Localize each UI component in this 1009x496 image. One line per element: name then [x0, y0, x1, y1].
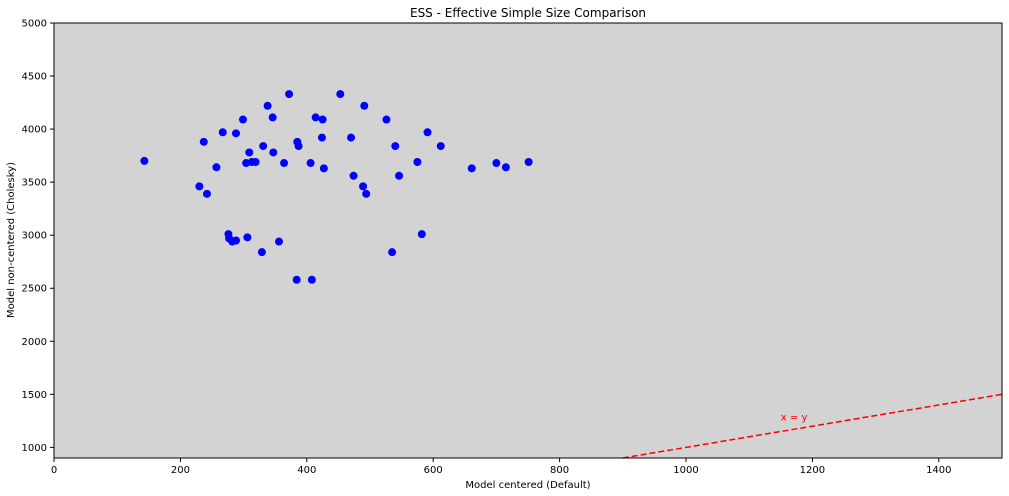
- chart-title: ESS - Effective Simple Size Comparison: [410, 6, 646, 20]
- y-tick-label: 4500: [22, 72, 47, 83]
- data-point: [306, 159, 315, 168]
- data-point: [212, 163, 221, 172]
- data-point: [395, 171, 404, 180]
- data-point: [347, 133, 356, 142]
- data-point: [349, 171, 358, 180]
- y-axis-title: Model non-centered (Cholesky): [6, 162, 17, 318]
- data-point: [423, 128, 432, 137]
- data-point: [238, 115, 247, 124]
- data-point: [268, 113, 277, 122]
- data-point: [467, 164, 476, 173]
- data-point: [294, 142, 303, 151]
- data-point: [501, 163, 510, 172]
- data-point: [243, 233, 252, 242]
- data-point: [391, 142, 400, 151]
- y-tick-label: 3500: [22, 178, 47, 189]
- x-axis-title: Model centered (Default): [465, 480, 590, 491]
- data-point: [257, 248, 266, 257]
- data-point: [218, 128, 227, 137]
- data-point: [436, 142, 445, 151]
- data-point: [413, 157, 422, 166]
- data-point: [307, 275, 316, 284]
- data-point: [524, 157, 533, 166]
- plot-frame: [53, 22, 1003, 459]
- y-tick-label: 1500: [22, 390, 47, 401]
- x-tick-label: 1000: [673, 465, 698, 476]
- x-tick-label: 800: [550, 465, 569, 476]
- data-point: [388, 248, 397, 257]
- data-point: [263, 101, 272, 110]
- data-point: [259, 142, 268, 151]
- data-point: [362, 189, 371, 198]
- data-point: [359, 182, 368, 191]
- data-point: [285, 90, 294, 99]
- reference-line: [622, 393, 1003, 459]
- data-point: [492, 159, 501, 168]
- data-point: [202, 189, 211, 198]
- data-point: [251, 157, 260, 166]
- reference-line-label: x = y: [781, 412, 808, 423]
- plot-area: [54, 23, 1002, 458]
- data-point: [232, 236, 241, 245]
- data-point: [311, 113, 320, 122]
- data-point: [318, 115, 327, 124]
- data-point: [292, 275, 301, 284]
- y-tick-label: 1000: [22, 443, 47, 454]
- data-point: [274, 237, 283, 246]
- data-point: [195, 182, 204, 191]
- x-tick-label: 200: [171, 465, 190, 476]
- data-point: [140, 156, 149, 165]
- y-tick-label: 2500: [22, 284, 47, 295]
- data-point: [245, 148, 254, 157]
- x-tick-label: 400: [297, 465, 316, 476]
- x-tick-label: 0: [51, 465, 57, 476]
- data-point: [382, 115, 391, 124]
- x-tick-label: 600: [424, 465, 443, 476]
- y-axis: 1000 1500 2000 2500 3000 3500 4000 4500 5000: [22, 19, 54, 454]
- x-tick-label: 1200: [800, 465, 825, 476]
- y-tick-label: 5000: [22, 19, 47, 30]
- data-point: [232, 129, 241, 138]
- y-tick-label: 2000: [22, 337, 47, 348]
- data-point: [360, 101, 369, 110]
- data-point: [336, 90, 345, 99]
- y-tick-label: 4000: [22, 125, 47, 136]
- data-point: [199, 137, 208, 146]
- data-point: [269, 148, 278, 157]
- data-point: [319, 164, 328, 173]
- y-tick-label: 3000: [22, 231, 47, 242]
- x-axis: 0 200 400 600 800 1000 1200 1400: [51, 458, 952, 476]
- data-point: [417, 230, 426, 239]
- x-tick-label: 1400: [926, 465, 951, 476]
- data-point: [317, 133, 326, 142]
- data-point: [280, 159, 289, 168]
